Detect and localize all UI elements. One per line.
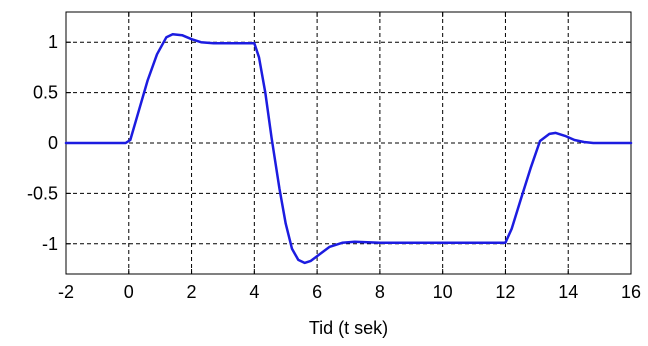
x-tick-label: 8 xyxy=(375,282,385,302)
y-tick-labels: -1 -0.5 0 0.5 1 xyxy=(27,32,58,254)
series-group xyxy=(64,32,633,265)
x-tick-label: 12 xyxy=(495,282,515,302)
x-tick-label: 14 xyxy=(558,282,578,302)
axis-ticks xyxy=(65,12,632,274)
grid xyxy=(66,12,631,274)
y-tick-label: -1 xyxy=(42,234,58,254)
x-tick-label: -2 xyxy=(58,282,74,302)
x-tick-label: 6 xyxy=(312,282,322,302)
y-tick-label: 0.5 xyxy=(33,83,58,103)
series-line xyxy=(64,32,633,265)
x-tick-label: 2 xyxy=(187,282,197,302)
y-tick-label: 1 xyxy=(48,32,58,52)
y-tick-label: 0 xyxy=(48,133,58,153)
x-tick-label: 4 xyxy=(249,282,259,302)
x-tick-labels: -2 0 2 4 6 8 10 12 14 16 xyxy=(58,282,641,302)
x-tick-label: 0 xyxy=(124,282,134,302)
x-tick-label: 10 xyxy=(433,282,453,302)
y-tick-label: -0.5 xyxy=(27,183,58,203)
x-axis-label: Tid (t sek) xyxy=(309,318,388,338)
x-tick-label: 16 xyxy=(621,282,641,302)
